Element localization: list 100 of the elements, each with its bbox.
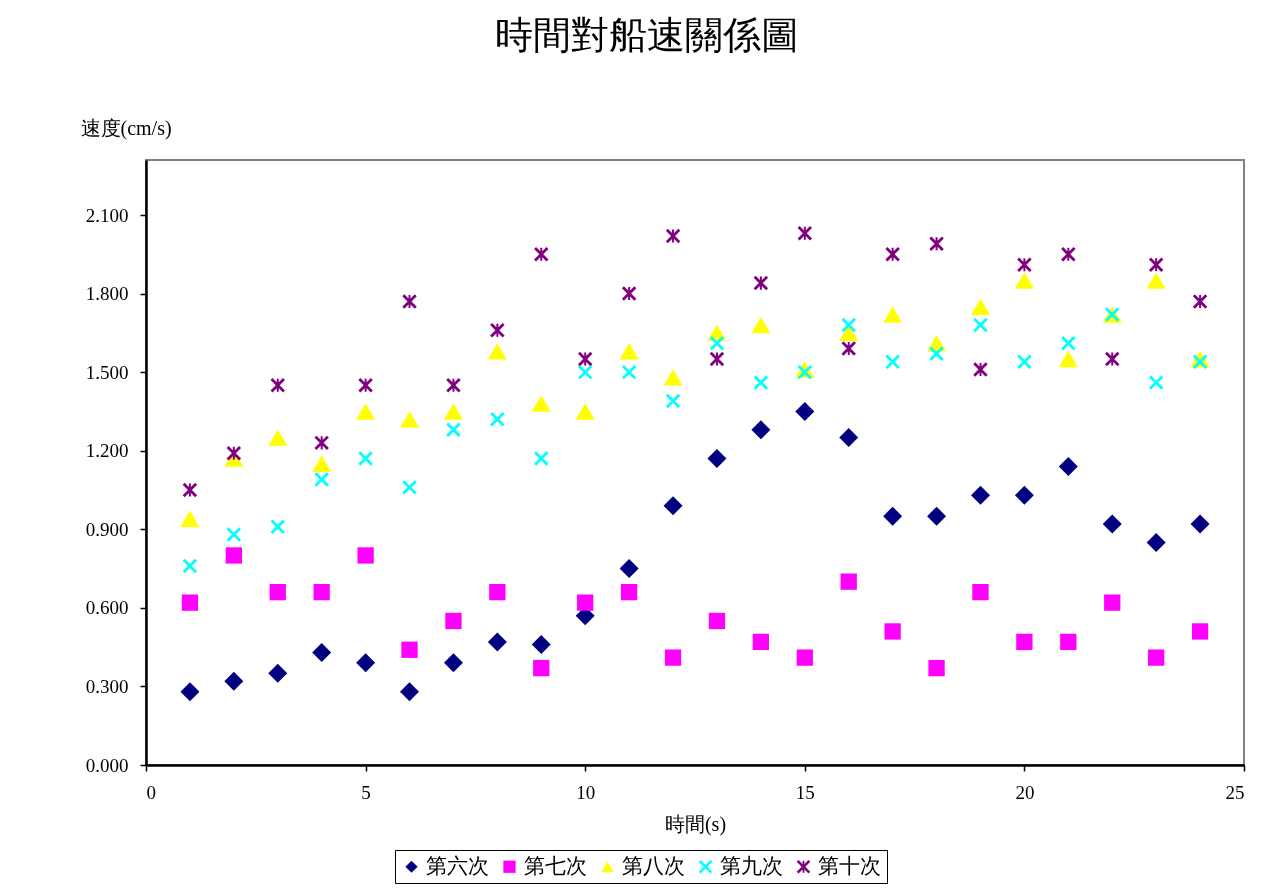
point (973, 317, 988, 333)
point (1191, 623, 1209, 640)
point (929, 236, 944, 252)
point (358, 451, 373, 466)
point (533, 659, 550, 677)
point (707, 449, 727, 469)
point (577, 351, 593, 367)
point (885, 354, 900, 369)
point (401, 641, 418, 658)
point (268, 663, 288, 683)
point (487, 342, 507, 360)
point (1148, 257, 1164, 272)
point (268, 429, 288, 446)
point (839, 324, 859, 342)
point (443, 653, 463, 673)
point (358, 378, 373, 393)
point (487, 632, 507, 652)
x-tick-label: 15 (795, 781, 815, 803)
legend-label: 第十次 (818, 853, 881, 878)
point (621, 286, 637, 301)
y-tick-label: 0.300 (85, 675, 129, 697)
point (314, 472, 329, 487)
y-tick-label: 1.500 (85, 361, 129, 383)
y-tick-label: 1.200 (85, 440, 129, 462)
point (753, 375, 769, 390)
x-tick-label: 10 (576, 781, 596, 803)
point (1014, 272, 1034, 289)
y-axis-title: 速度(cm/s) (80, 116, 172, 140)
point (180, 682, 200, 702)
point (490, 323, 505, 338)
point (182, 482, 198, 498)
x-tick-label: 20 (1015, 781, 1035, 803)
point (883, 306, 903, 323)
point (224, 671, 244, 691)
y-tick-label: 1.800 (85, 283, 129, 305)
point (970, 298, 990, 315)
point (663, 369, 683, 386)
point (1146, 532, 1166, 552)
point (619, 342, 639, 360)
y-tick-label: 2.100 (85, 204, 129, 226)
x-tick-label: 5 (361, 781, 371, 803)
point (1105, 351, 1120, 367)
point (840, 573, 857, 590)
point (356, 403, 376, 420)
point (619, 559, 639, 579)
point (620, 583, 638, 601)
point (1102, 514, 1122, 534)
point (314, 435, 329, 451)
point (839, 428, 859, 448)
point (663, 496, 683, 516)
point (180, 510, 200, 528)
point (270, 378, 285, 393)
point (312, 455, 332, 473)
point (1016, 633, 1033, 651)
point (1058, 350, 1078, 368)
point (1148, 375, 1164, 390)
point (883, 506, 903, 526)
point (795, 401, 815, 421)
point (928, 659, 945, 677)
point (884, 623, 901, 640)
point (1146, 272, 1166, 289)
point (181, 594, 199, 611)
point (534, 451, 549, 466)
point (1058, 456, 1078, 476)
point (664, 649, 682, 666)
point (1104, 594, 1121, 611)
chart-title: 時間對船速關係圖 (495, 14, 799, 56)
point (1190, 514, 1210, 534)
point (577, 364, 593, 380)
y-tick-label: 0.000 (85, 754, 129, 776)
point (577, 594, 594, 611)
point (797, 226, 813, 241)
y-tick-label: 0.900 (85, 518, 129, 540)
point (621, 364, 637, 380)
point (490, 412, 505, 427)
point (182, 558, 198, 574)
y-tick-label: 0.600 (85, 597, 129, 619)
point (841, 317, 856, 333)
point (446, 422, 461, 437)
point (1060, 633, 1077, 651)
point (312, 642, 332, 662)
point (1061, 247, 1076, 262)
point (226, 446, 242, 461)
point (885, 247, 900, 262)
point (927, 506, 947, 526)
x-axis-title: 時間(s) (664, 812, 727, 836)
legend-label: 第七次 (524, 853, 587, 878)
point (665, 393, 681, 409)
point (400, 682, 420, 702)
legend-label: 第六次 (426, 853, 489, 878)
point (443, 403, 463, 420)
point (489, 583, 506, 601)
point (709, 336, 725, 351)
x-tick-label: 0 (146, 781, 156, 803)
point (1148, 649, 1165, 666)
point (225, 547, 242, 564)
point (356, 653, 376, 673)
point (313, 583, 330, 601)
point (531, 635, 551, 655)
point (1192, 294, 1208, 309)
